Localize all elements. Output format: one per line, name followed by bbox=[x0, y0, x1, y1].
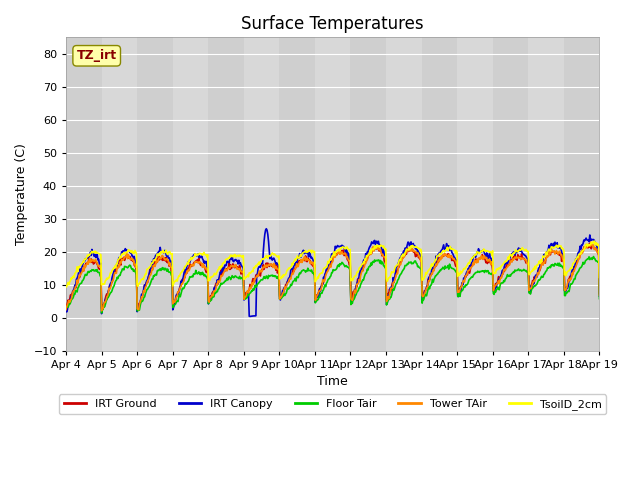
Bar bbox=[564, 37, 600, 351]
Title: Surface Temperatures: Surface Temperatures bbox=[241, 15, 424, 33]
Bar bbox=[351, 37, 386, 351]
Text: TZ_irt: TZ_irt bbox=[77, 49, 116, 62]
Bar bbox=[208, 37, 244, 351]
Bar bbox=[137, 37, 173, 351]
Bar bbox=[279, 37, 315, 351]
Bar bbox=[493, 37, 529, 351]
Y-axis label: Temperature (C): Temperature (C) bbox=[15, 143, 28, 245]
X-axis label: Time: Time bbox=[317, 375, 348, 388]
Bar bbox=[66, 37, 102, 351]
Bar bbox=[422, 37, 457, 351]
Legend: IRT Ground, IRT Canopy, Floor Tair, Tower TAir, TsoilD_2cm: IRT Ground, IRT Canopy, Floor Tair, Towe… bbox=[59, 395, 606, 414]
